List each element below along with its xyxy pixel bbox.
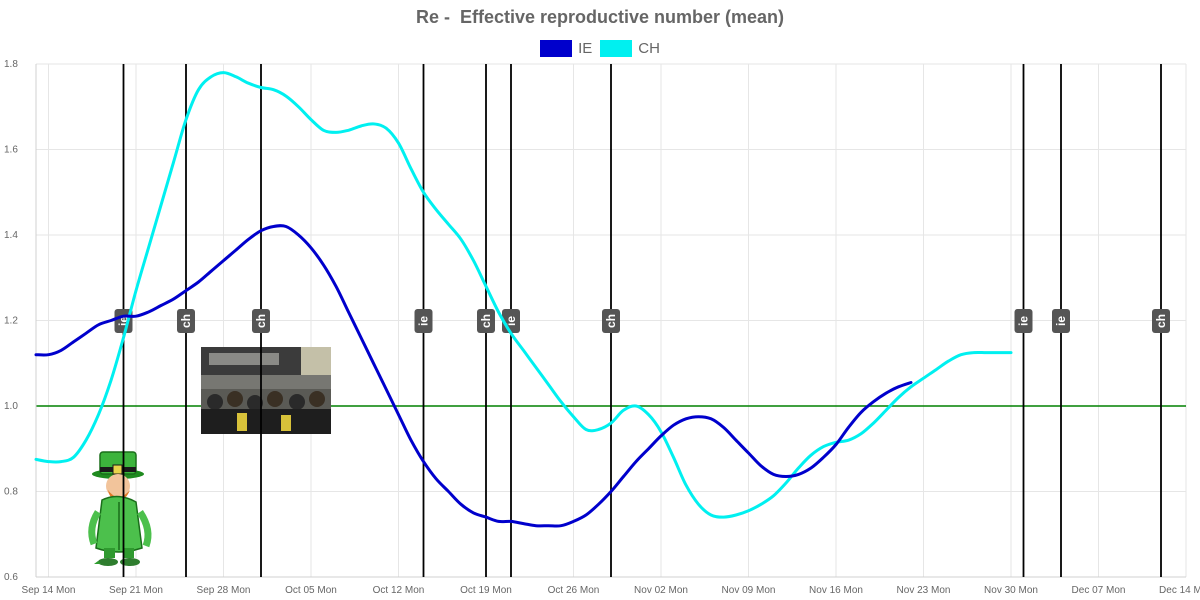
event-badge-ch <box>1152 309 1170 333</box>
event-badge-ch <box>477 309 495 333</box>
event-label-ch: ch <box>479 314 493 328</box>
y-tick-label: 1.4 <box>4 230 18 241</box>
event-label-ch: ch <box>604 314 618 328</box>
x-tick-label: Nov 09 Mon <box>722 585 776 596</box>
x-tick-label: Nov 16 Mon <box>809 585 863 596</box>
x-tick-label: Oct 26 Mon <box>548 585 600 596</box>
leprechaun-illustration <box>88 451 152 566</box>
legend: IE CH <box>0 40 1200 57</box>
series <box>34 71 1013 528</box>
event-badge-ch <box>602 309 620 333</box>
event-badge-ie <box>1014 309 1033 333</box>
x-tick-label: Nov 23 Mon <box>897 585 951 596</box>
x-tick-label: Nov 02 Mon <box>634 585 688 596</box>
y-tick-label: 1.2 <box>4 316 18 327</box>
event-label-ch: ch <box>179 314 193 328</box>
x-tick-label: Oct 12 Mon <box>373 585 425 596</box>
y-tick-label: 1.8 <box>4 59 18 70</box>
event-label-ch: ch <box>254 314 268 328</box>
x-tick-label: Nov 30 Mon <box>984 585 1038 596</box>
event-label-ch: ch <box>1154 314 1168 328</box>
crowd-photo <box>201 347 331 434</box>
event-label-ie: ie <box>1017 316 1031 326</box>
y-tick-label: 0.8 <box>4 487 18 498</box>
legend-swatch-ch <box>600 40 633 57</box>
event-label-ie: ie <box>1054 316 1068 326</box>
chart-title: Re - Effective reproductive number (mean… <box>415 7 785 27</box>
event-badge-ie <box>414 309 433 333</box>
legend-label-ie: IE <box>578 40 593 57</box>
event-badge-ch <box>177 309 195 333</box>
event-label-ie: ie <box>417 316 431 326</box>
legend-swatch-ie <box>540 40 573 57</box>
y-tick-label: 0.6 <box>4 572 18 583</box>
legend-item-ch[interactable]: CH <box>600 40 660 57</box>
legend-label-ch: CH <box>638 40 660 57</box>
legend-item-ie[interactable]: IE <box>540 40 592 57</box>
x-tick-label: Oct 05 Mon <box>285 585 337 596</box>
x-tick-label: Oct 19 Mon <box>460 585 512 596</box>
x-tick-label: Sep 14 Mon <box>22 585 76 596</box>
series-line-ie <box>34 224 913 528</box>
x-tick-label: Dec 07 Mon <box>1072 585 1126 596</box>
event-badge-ie <box>1052 309 1070 333</box>
event-label-ie: ie <box>117 316 131 326</box>
series-line-ch <box>34 71 1013 519</box>
x-tick-label: Sep 28 Mon <box>197 585 251 596</box>
y-tick-label: 1.6 <box>4 145 18 156</box>
event-label-ie: ie <box>504 316 518 326</box>
event-badge-ch <box>252 309 270 333</box>
y-tick-label: 1.0 <box>4 401 18 412</box>
x-tick-label: Dec 14 Mon <box>1159 585 1200 596</box>
x-tick-label: Sep 21 Mon <box>109 585 163 596</box>
